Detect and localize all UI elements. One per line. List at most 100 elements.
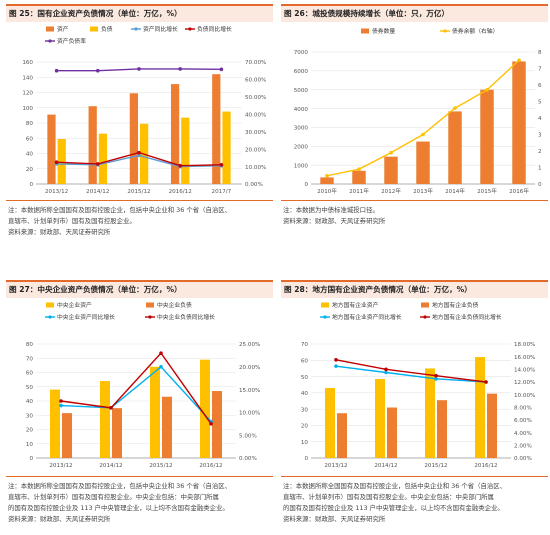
data-point — [178, 67, 182, 71]
bar — [337, 413, 347, 458]
y-tick-label: 70 — [301, 342, 309, 348]
legend-label: 负债同比增长 — [197, 25, 232, 33]
y-tick-label: 2000 — [294, 144, 309, 150]
legend-swatch — [46, 302, 54, 308]
data-point — [453, 106, 457, 110]
bar — [448, 111, 462, 184]
data-point — [219, 67, 224, 72]
x-tick-label: 2013/12 — [324, 463, 347, 469]
y-tick-label: 0 — [29, 456, 33, 462]
y2-tick-label: 4 — [538, 116, 542, 122]
chart-notes: 注：本数据所称全国国有及国有控股企业，包括中央企业和 36 个省（自治区、 直辖… — [281, 477, 548, 525]
y2-tick-label: 5 — [538, 100, 542, 106]
y2-tick-label: 18.00% — [514, 342, 535, 348]
data-point — [178, 163, 182, 168]
data-point — [357, 167, 361, 171]
legend-marker — [48, 315, 52, 319]
source-line: 资料来源：财政部、天风证券研究所 — [8, 515, 111, 523]
legend-marker — [443, 29, 447, 33]
y2-tick-label: 40.00% — [245, 112, 266, 118]
data-point — [109, 406, 113, 410]
data-point — [59, 399, 63, 403]
note-line: 注：本数据所称全国国有及国有控股企业，包括中央企业和 36 个省（自治区、 — [8, 206, 232, 214]
y2-tick-label: 16.00% — [514, 355, 535, 361]
legend-swatch — [361, 28, 369, 34]
y-tick-label: 6000 — [294, 69, 309, 75]
bar — [512, 61, 526, 184]
series-line — [335, 359, 487, 383]
x-tick-label: 2015/12 — [127, 189, 150, 195]
x-tick-label: 2013年 — [413, 187, 433, 195]
bar — [181, 117, 190, 184]
bar — [112, 408, 122, 458]
data-point — [421, 132, 425, 137]
bar — [320, 177, 334, 184]
chart-notes: 注：本数据所称全国国有及国有控股企业，包括中央企业和 36 个省（自治区、 直辖… — [6, 201, 273, 238]
bar — [50, 389, 60, 458]
x-tick-label: 2013/12 — [45, 189, 68, 195]
y-tick-label: 160 — [22, 60, 33, 66]
legend-swatch — [90, 26, 98, 32]
note-line: 直辖市、计划单列市）国有及国有控股企业。 — [8, 217, 136, 225]
legend-marker — [134, 27, 138, 31]
y2-tick-label: 6.00% — [514, 418, 532, 424]
chart-title: 图 27：中央企业资产负债情况（单位：万亿，%） — [6, 280, 273, 298]
bar — [352, 170, 366, 184]
series-line — [60, 352, 212, 425]
y2-tick-label: 2 — [538, 149, 542, 155]
note-line: 直辖市、计划单列市）国有及国有控股企业。中央企业包括：中央部门所属 — [283, 493, 494, 501]
y-tick-label: 10 — [26, 442, 34, 448]
bar — [375, 379, 385, 458]
y2-tick-label: 0.00% — [514, 456, 532, 462]
data-point — [96, 68, 100, 73]
note-line: 注：本数据所称全国国有及国有控股企业，包括中央企业和 36 个省（自治区、 — [8, 482, 232, 490]
divider — [281, 200, 548, 201]
chart-title: 图 28：地方国有企业资产负债情况（单位：万亿，%） — [281, 280, 548, 298]
legend-label: 中央企业资产同比增长 — [57, 313, 115, 321]
y-tick-label: 60 — [26, 371, 34, 377]
bar — [212, 391, 222, 458]
y2-tick-label: 8 — [538, 50, 542, 56]
y-tick-label: 0 — [304, 456, 308, 462]
data-point — [325, 173, 329, 178]
y2-tick-label: 0.00% — [239, 456, 257, 462]
y-tick-label: 40 — [301, 391, 309, 397]
data-point — [484, 380, 488, 384]
y-tick-label: 10 — [301, 440, 309, 446]
y2-tick-label: 3 — [538, 133, 542, 139]
bar — [437, 400, 447, 458]
bar — [47, 114, 56, 184]
chart-urban-investment-bonds: 0 1000 2000 3000 4000 5000 6000 7000 0 1 2 3 4 5 6 7 8 20… — [294, 27, 542, 195]
x-tick-label: 2014/12 — [86, 189, 109, 195]
bar — [88, 106, 97, 184]
x-tick-label: 2016/12 — [199, 463, 222, 469]
y-tick-label: 7000 — [294, 50, 309, 56]
x-tick-label: 2015/12 — [424, 463, 447, 469]
bar — [57, 139, 66, 184]
bar — [62, 413, 72, 458]
legend-label: 负债 — [101, 25, 113, 33]
bar — [170, 84, 180, 184]
chart-central-soe: 0 10 20 30 40 50 60 70 80 0.00% 5.00% 10.00% 15.00% 2… — [26, 301, 260, 469]
y2-tick-label: 2.00% — [514, 444, 532, 450]
y-tick-label: 40 — [26, 399, 34, 405]
y2-tick-label: 4.00% — [514, 431, 532, 437]
note-line: 的国有及国有控股企业及 113 户中央管理企业，以上均不含国有金融类企业。 — [283, 504, 504, 512]
bar — [150, 366, 160, 458]
y-tick-label: 4000 — [294, 107, 309, 113]
data-point — [334, 364, 338, 368]
legend-label: 资产 — [57, 25, 69, 33]
bar — [487, 393, 497, 458]
y2-tick-label: 25.00% — [239, 342, 260, 348]
bar — [98, 133, 108, 184]
legend-marker — [188, 27, 192, 31]
legend-label: 中央企业资产 — [57, 301, 92, 309]
y2-tick-label: 7 — [538, 67, 542, 73]
bar — [200, 359, 210, 458]
data-point — [517, 58, 521, 63]
x-tick-label: 2013/12 — [49, 463, 72, 469]
bar — [212, 74, 221, 184]
data-point — [54, 68, 59, 73]
series-line — [335, 365, 487, 383]
divider — [6, 476, 273, 477]
